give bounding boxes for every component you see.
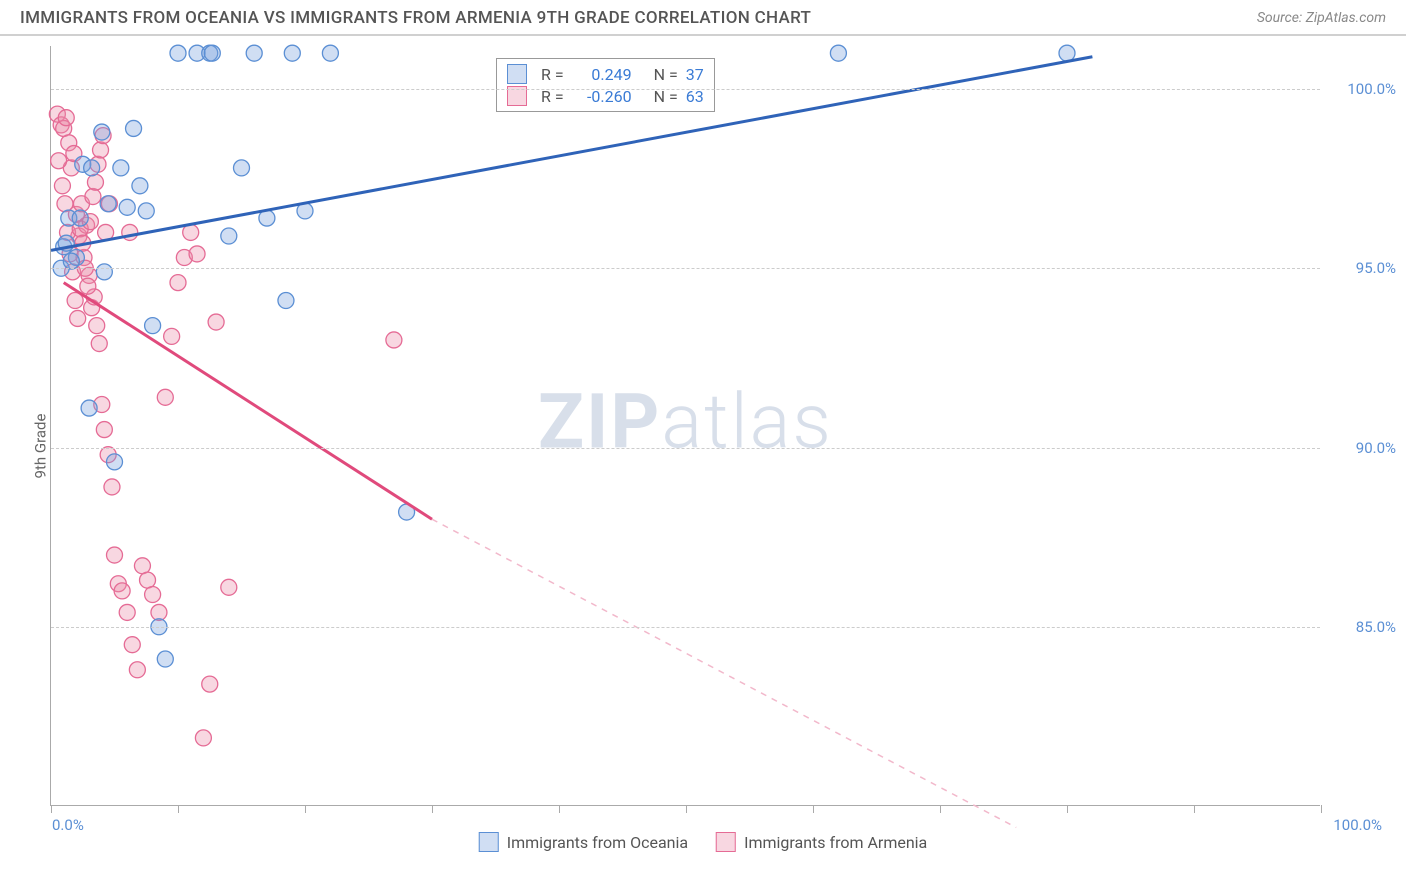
data-point xyxy=(157,651,173,667)
series-legend: Immigrants from Oceania Immigrants from … xyxy=(479,832,928,852)
chart-header: IMMIGRANTS FROM OCEANIA VS IMMIGRANTS FR… xyxy=(0,0,1406,36)
data-point xyxy=(119,199,135,215)
data-point xyxy=(72,210,88,226)
data-point xyxy=(96,264,112,280)
legend-row-oceania: R = 0.249 N = 37 xyxy=(507,63,704,85)
data-point xyxy=(104,479,120,495)
data-point xyxy=(114,583,130,599)
data-point xyxy=(221,228,237,244)
data-point xyxy=(830,45,846,61)
data-point xyxy=(124,637,140,653)
legend-label-armenia: Immigrants from Armenia xyxy=(744,833,927,852)
data-point xyxy=(80,278,96,294)
data-point xyxy=(57,196,73,212)
data-point xyxy=(132,178,148,194)
x-tick xyxy=(940,805,941,813)
x-tick xyxy=(1067,805,1068,813)
data-point xyxy=(70,310,86,326)
data-point xyxy=(87,174,103,190)
data-point xyxy=(386,332,402,348)
x-tick xyxy=(559,805,560,813)
data-point xyxy=(195,730,211,746)
legend-label-oceania: Immigrants from Oceania xyxy=(507,833,688,852)
x-tick xyxy=(432,805,433,813)
x-tick xyxy=(178,805,179,813)
data-point xyxy=(170,275,186,291)
data-point xyxy=(81,400,97,416)
data-point xyxy=(246,45,262,61)
data-point xyxy=(89,318,105,334)
legend-item-armenia: Immigrants from Armenia xyxy=(716,832,927,852)
chart-area: 9th Grade ZIPatlas R = 0.249 N = 37 R = … xyxy=(0,36,1406,856)
correlation-legend: R = 0.249 N = 37 R = -0.260 N = 63 xyxy=(496,58,715,112)
trendline-armenia-dashed xyxy=(432,519,1016,827)
data-point xyxy=(170,45,186,61)
data-point xyxy=(84,160,100,176)
r-label: R = xyxy=(541,65,564,84)
data-point xyxy=(284,45,300,61)
data-point xyxy=(202,676,218,692)
y-tick-label: 95.0% xyxy=(1356,259,1396,277)
swatch-pink xyxy=(716,832,736,852)
swatch-blue xyxy=(479,832,499,852)
x-tick xyxy=(51,805,52,813)
chart-title: IMMIGRANTS FROM OCEANIA VS IMMIGRANTS FR… xyxy=(20,8,811,28)
data-point xyxy=(278,293,294,309)
data-point xyxy=(58,110,74,126)
r-value-oceania: 0.249 xyxy=(572,65,632,84)
data-point xyxy=(208,314,224,330)
data-point xyxy=(85,189,101,205)
data-point xyxy=(145,318,161,334)
gridline-h xyxy=(51,268,1320,269)
data-point xyxy=(221,579,237,595)
data-point xyxy=(234,160,250,176)
x-tick xyxy=(305,805,306,813)
n-value-oceania: 37 xyxy=(686,65,704,84)
swatch-blue xyxy=(507,64,527,84)
data-point xyxy=(138,203,154,219)
x-tick xyxy=(686,805,687,813)
data-point xyxy=(126,120,142,136)
data-point xyxy=(96,422,112,438)
data-point xyxy=(91,336,107,352)
legend-item-oceania: Immigrants from Oceania xyxy=(479,832,688,852)
data-point xyxy=(145,586,161,602)
data-point xyxy=(54,178,70,194)
data-point xyxy=(129,662,145,678)
n-label: N = xyxy=(654,65,678,84)
x-tick-left: 0.0% xyxy=(52,816,84,834)
y-axis-label: 9th Grade xyxy=(31,414,49,479)
x-tick xyxy=(813,805,814,813)
y-tick-label: 100.0% xyxy=(1347,80,1396,98)
data-point xyxy=(1059,45,1075,61)
gridline-h xyxy=(51,627,1320,628)
data-point xyxy=(151,604,167,620)
data-point xyxy=(107,454,123,470)
data-point xyxy=(94,124,110,140)
data-point xyxy=(119,604,135,620)
x-tick-right: 100.0% xyxy=(1333,816,1382,834)
data-point xyxy=(107,547,123,563)
data-point xyxy=(189,246,205,262)
gridline-h xyxy=(51,89,1320,90)
y-tick-label: 85.0% xyxy=(1356,618,1396,636)
x-tick xyxy=(1321,805,1322,813)
data-point xyxy=(140,572,156,588)
data-point xyxy=(164,328,180,344)
data-point xyxy=(100,196,116,212)
data-point xyxy=(157,389,173,405)
data-point xyxy=(113,160,129,176)
plot-area: ZIPatlas R = 0.249 N = 37 R = -0.260 N =… xyxy=(50,46,1320,806)
data-point xyxy=(322,45,338,61)
gridline-h xyxy=(51,448,1320,449)
plot-svg xyxy=(51,46,1320,805)
x-tick xyxy=(1194,805,1195,813)
data-point xyxy=(63,253,79,269)
data-point xyxy=(93,142,109,158)
y-tick-label: 90.0% xyxy=(1356,439,1396,457)
data-point xyxy=(134,558,150,574)
chart-source: Source: ZipAtlas.com xyxy=(1257,10,1386,26)
data-point xyxy=(51,153,67,169)
data-point xyxy=(204,45,220,61)
